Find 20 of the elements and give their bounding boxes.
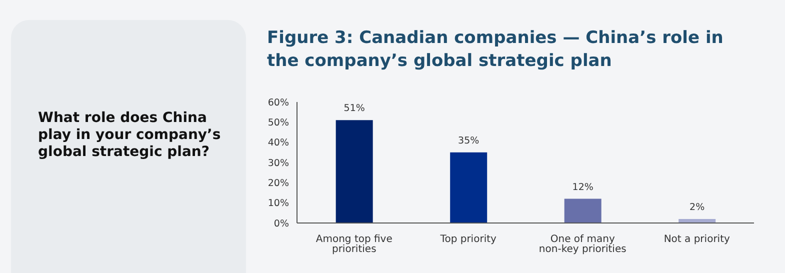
- y-tick-label: 60%: [268, 97, 289, 108]
- data-label: 35%: [458, 135, 480, 146]
- bar: [450, 152, 488, 223]
- y-tick-label: 50%: [268, 118, 289, 129]
- bar: [564, 198, 602, 223]
- y-tick-label: 40%: [268, 138, 289, 149]
- text: What role does China play in your company’s global strategic plan?: [38, 110, 222, 161]
- data-label: 12%: [572, 182, 594, 193]
- chart-title: Figure 3: Canadian companies — China’s role in the company’s global strategic plan: [267, 27, 724, 73]
- y-tick-label: 20%: [268, 178, 289, 190]
- x-tick-label: Not a priority: [664, 234, 730, 246]
- data-label: 51%: [344, 103, 365, 114]
- y-tick-label: 30%: [268, 158, 289, 169]
- x-tick-label: One of many non-key priorities: [538, 234, 626, 256]
- x-tick-label: Among top five priorities: [316, 234, 392, 256]
- y-tick-label: 10%: [268, 198, 289, 210]
- x-tick-label: Top priority: [439, 234, 497, 246]
- bar: [336, 120, 373, 223]
- y-tick-label: 0%: [274, 218, 289, 230]
- data-label: 2%: [690, 202, 705, 213]
